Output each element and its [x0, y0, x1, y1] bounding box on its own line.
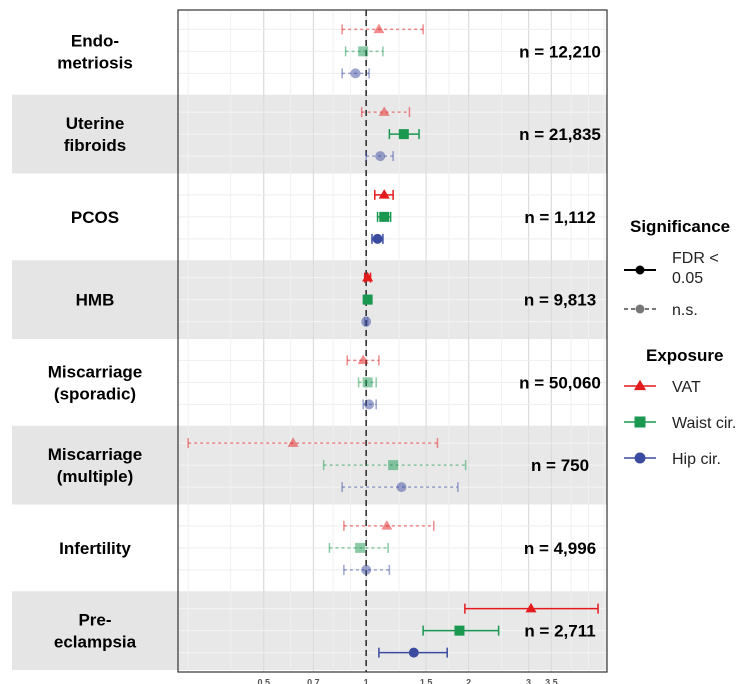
outcome-label-infertility-line-0: Infertility: [59, 539, 131, 558]
label-band-miscarriage-multiple: [12, 425, 178, 505]
sample-size-labels: n = 12,210 n = 21,835 n = 1,112 n = 9,813 n …: [519, 42, 601, 640]
estimate-miscarriage-sporadic-vat-point: [357, 354, 369, 365]
legend-significant-point: [635, 265, 645, 275]
legend-exposure-label-waist-cir: Waist cir.: [672, 415, 736, 432]
legend-exposure-label-vat: VAT: [672, 379, 701, 396]
x-tick-1: 1: [364, 677, 369, 684]
sample-size-hmb: n = 9,813: [524, 291, 596, 310]
estimate-pre-eclampsia-vat-point: [525, 602, 537, 613]
estimate-pcos-hip-cir-point: [372, 233, 383, 244]
x-tick-3: 3: [526, 677, 531, 684]
sample-size-endo-metriosis: n = 12,210: [519, 42, 601, 61]
estimate-miscarriage-sporadic-hip-cir-point: [364, 399, 375, 410]
estimate-miscarriage-multiple-vat-point: [287, 437, 299, 447]
estimate-endo-metriosis-waist-cir-point: [358, 46, 369, 57]
x-tick-0-5: 0.5: [257, 677, 270, 684]
sample-size-pre-eclampsia: n = 2,711: [524, 622, 595, 641]
outcome-label-miscarriage-multiple-line-0: Miscarriage: [48, 445, 143, 464]
estimate-miscarriage-sporadic-waist-cir-point: [362, 377, 373, 388]
outcome-label-miscarriage-sporadic-line-0: Miscarriage: [48, 362, 143, 381]
legend-exposure-marker-waist-cir: [634, 416, 646, 428]
legend-ns-point: [635, 304, 645, 314]
sample-size-uterine-fibroids: n = 21,835: [519, 125, 601, 144]
label-band-uterine-fibroids: [12, 94, 178, 174]
outcome-label-endo-metriosis-line-0: Endo-: [71, 31, 119, 50]
legend-exposure-marker-hip-cir: [634, 452, 646, 464]
plot-frame: [177, 9, 608, 673]
legend-significant-label-1: 0.05: [672, 270, 703, 287]
outcome-label-endo-metriosis-line-1: metriosis: [57, 53, 133, 72]
outcome-label-uterine-fibroids-line-0: Uterine: [66, 114, 125, 133]
estimate-marks: [187, 23, 599, 658]
legend: Significance FDR < 0.05 n.s. Exposure VAT Wais…: [624, 217, 736, 468]
estimate-pre-eclampsia-hip-cir-point: [408, 647, 419, 658]
estimate-miscarriage-multiple-waist-cir-point: [388, 460, 399, 471]
outcome-label-pre-eclampsia-line-1: eclampsia: [54, 633, 137, 652]
estimate-infertility-hip-cir-point: [361, 564, 372, 575]
estimate-miscarriage-multiple-hip-cir-point: [396, 482, 407, 493]
sample-size-miscarriage-sporadic: n = 50,060: [519, 373, 601, 392]
estimate-pre-eclampsia-waist-cir-point: [454, 625, 465, 636]
outcome-label-uterine-fibroids-line-1: fibroids: [64, 136, 126, 155]
outcome-label-pcos-line-0: PCOS: [71, 208, 119, 227]
legend-significant-label-0: FDR <: [672, 250, 719, 267]
estimate-uterine-fibroids-waist-cir-point: [398, 129, 409, 140]
sample-size-pcos: n = 1,112: [524, 208, 595, 227]
estimate-hmb-vat-point: [362, 271, 374, 282]
x-tick-1-5: 1.5: [420, 677, 433, 684]
label-band-pre-eclampsia: [12, 591, 178, 670]
estimate-uterine-fibroids-vat-point: [378, 106, 390, 116]
estimate-hmb-hip-cir-point: [361, 316, 372, 327]
estimate-uterine-fibroids-hip-cir-point: [375, 151, 386, 162]
estimate-hmb-waist-cir-point: [362, 294, 373, 305]
estimate-pcos-vat-point: [378, 189, 390, 199]
estimate-infertility-vat-point: [381, 520, 393, 530]
outcome-label-hmb-line-0: HMB: [76, 291, 115, 310]
x-tick-2: 2: [466, 677, 471, 684]
legend-ns-label: n.s.: [672, 302, 698, 319]
x-axis-ticks: 0.5 0.7 1 1.5 2 3 3.5: [257, 677, 557, 684]
outcome-labels: Endo-metriosis Uterine fibroids PCOS HMB Misc…: [48, 31, 143, 651]
x-tick-0-7: 0.7: [307, 677, 320, 684]
outcome-label-miscarriage-multiple-line-1: (multiple): [57, 467, 134, 486]
estimate-endo-metriosis-vat-point: [373, 23, 385, 34]
label-band-hmb: [12, 260, 178, 339]
sample-size-infertility: n = 4,996: [524, 539, 596, 558]
legend-exposure-title: Exposure: [646, 346, 723, 365]
outcome-label-miscarriage-sporadic-line-1: (sporadic): [54, 384, 136, 403]
estimate-endo-metriosis-hip-cir-point: [350, 68, 361, 79]
sample-size-miscarriage-multiple: n = 750: [531, 456, 589, 475]
legend-exposure-label-hip-cir: Hip cir.: [672, 451, 721, 468]
legend-significance-title: Significance: [630, 217, 730, 236]
x-tick-3-5: 3.5: [545, 677, 558, 684]
estimate-infertility-waist-cir-point: [355, 542, 366, 553]
estimate-pcos-waist-cir-point: [379, 211, 390, 222]
outcome-label-pre-eclampsia-line-0: Pre-: [78, 611, 111, 630]
legend-exposure-marker-vat: [633, 379, 647, 391]
